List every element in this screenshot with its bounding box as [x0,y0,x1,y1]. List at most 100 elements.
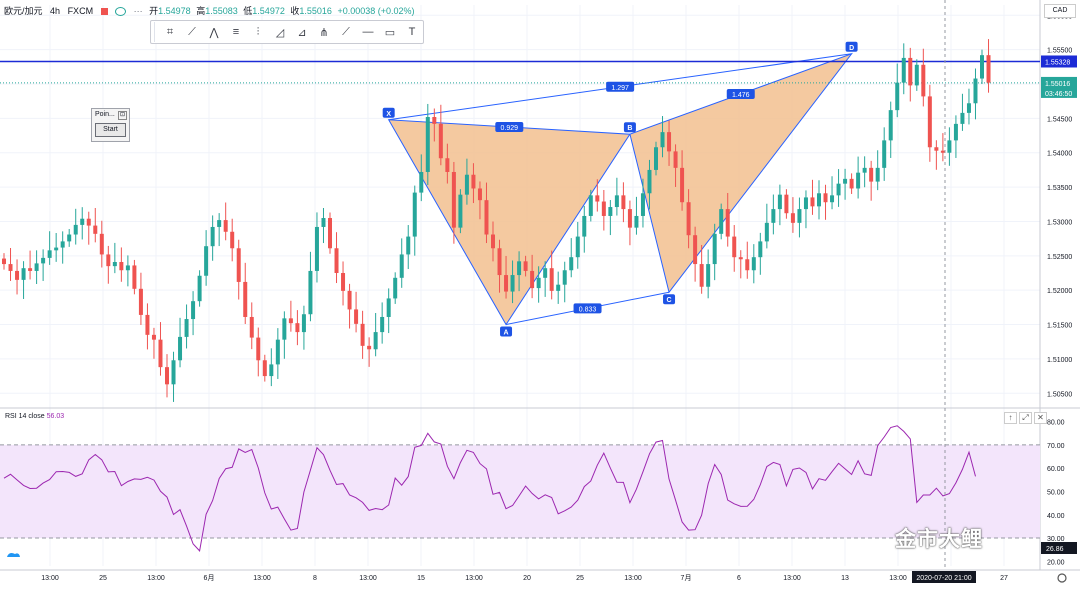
candle-body [158,339,163,368]
candle-body [543,268,548,278]
eye-icon[interactable] [115,7,127,17]
time-tick-label: 13:00 [465,575,483,582]
candle-body [8,264,13,271]
candle-body [517,261,522,276]
rsi-tick-label: 60.00 [1047,466,1065,473]
time-tick-label: 20 [523,575,531,582]
time-tick-label: 13 [841,575,849,582]
candle-body [341,273,346,291]
candle-body [862,167,867,173]
move-up-icon[interactable]: ↑ [1004,412,1017,424]
candle-body [151,334,156,340]
candle-body [738,257,743,260]
candle-body [334,248,339,273]
candle-body [477,188,482,201]
pattern-xabcd-icon[interactable]: ⌗ [166,25,174,38]
candle-body [15,270,20,280]
low-label: 低 [243,6,253,16]
head-shoulders-icon[interactable]: ⋀ [209,26,219,39]
candle-body [28,268,33,271]
maximize-icon[interactable]: ⤢ [1019,412,1032,424]
candle-body [54,247,59,251]
candle-body [451,171,456,228]
high-label: 高 [196,6,206,16]
candle-body [725,209,730,237]
rectangle-icon[interactable]: ▭ [384,26,396,39]
candle-body [73,224,78,235]
pitchfork-icon[interactable]: ⋔ [319,26,329,39]
ratio-label: 1.297 [611,85,629,92]
close-value: 1.55016 [299,6,332,16]
time-tick-label: 13:00 [147,575,165,582]
candle-body [243,281,248,317]
candle-body [940,150,945,153]
text-icon[interactable]: T [408,26,416,38]
candle-body [654,147,658,170]
rsi-current-tag [1041,542,1077,554]
ratio-box [606,81,635,92]
candle-body [980,55,984,79]
ratio-box [573,303,602,314]
candle-body [719,209,724,234]
price-tick-label: 1.51000 [1047,357,1072,364]
candle-body [210,226,215,247]
price-tick-label: 1.55500 [1047,48,1072,55]
candle-body [217,220,222,227]
trend-lines-icon[interactable]: ⟋ [188,25,196,38]
candle-body [523,261,528,271]
triangle-pattern-icon[interactable]: ⊿ [297,26,307,39]
vertical-line-icon[interactable]: ⫶ [256,25,260,38]
candle-body [817,193,821,207]
candle-body [386,298,391,317]
candle-body [419,171,424,193]
candle-body [328,218,332,249]
horizontal-line-icon[interactable]: — [362,26,374,38]
blue-price-tag-label: 1.55328 [1045,59,1070,66]
drag-handle[interactable] [151,22,155,42]
candle-body [86,218,91,226]
flag-icon[interactable] [100,8,108,16]
ratio-label: 0.833 [579,306,597,313]
candle-body [178,336,183,361]
abcd-pattern-icon[interactable]: ◿ [275,26,285,39]
candle-body [80,218,85,225]
candle-body [360,323,365,346]
more-icon[interactable]: ⋯ [133,6,143,16]
pattern-point-c [663,294,676,305]
candle-body [380,316,385,333]
candle-body [673,151,678,168]
candle-body [145,314,150,335]
candle-body [790,213,795,223]
candle-body [849,178,854,189]
candle-body [510,275,515,292]
candle-body [412,192,417,237]
symbol-name[interactable]: 欧元/加元 [4,6,43,16]
interval-label[interactable]: 4h [50,6,61,16]
start-button[interactable]: Start [95,123,126,137]
candle-body [627,209,632,228]
candle-body [836,183,841,196]
candle-body [256,337,261,361]
candle-body [236,248,241,282]
candle-body [771,209,776,223]
cloud-logo-icon [7,553,20,557]
change-value: +0.00038 (+0.02%) [337,6,415,16]
candle-body [777,194,782,210]
candle-body [712,233,717,265]
candle-body [497,248,502,276]
currency-button[interactable]: CAD [1044,4,1076,18]
candle-body [132,265,137,289]
ray-icon[interactable]: ⟋ [342,25,350,38]
candle-body [536,277,541,289]
candle-body [262,360,267,377]
close-pane-icon[interactable]: ✕ [1034,412,1047,424]
rsi-label: RSI 14 close [5,413,45,420]
panel-close-icon[interactable]: ⊡ [118,111,127,120]
price-tick-label: 1.53500 [1047,185,1072,192]
fib-retracement-icon[interactable]: ≡ [232,26,240,38]
pane-controls: ↑ ⤢ ✕ [1002,412,1047,424]
candle-body [60,241,65,248]
candle-body [191,301,196,320]
